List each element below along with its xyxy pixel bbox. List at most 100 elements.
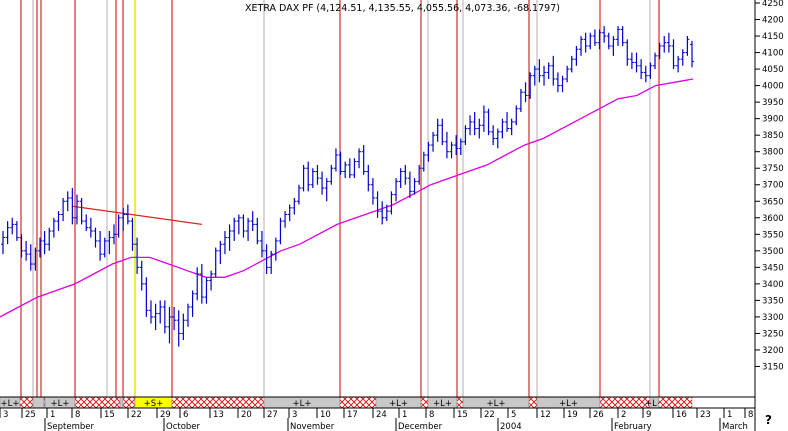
- signal-segment: [339, 396, 377, 409]
- y-tick-label: 4200: [762, 16, 784, 26]
- signal-segment: [119, 396, 124, 409]
- price-bar: [153, 303, 158, 331]
- signal-label: +S+: [144, 399, 164, 409]
- price-bar: [51, 217, 56, 238]
- signal-label: +L+: [487, 399, 506, 409]
- signal-band: +L+ +L+ +S+ +L+ +L+ +L+ +L+ +L+ +L+: [0, 396, 693, 409]
- price-bar: [306, 161, 311, 192]
- y-tick-label: 3500: [762, 247, 784, 257]
- price-bar: [250, 211, 255, 231]
- price-bar: [592, 29, 597, 46]
- x-tick-label: 2: [621, 410, 626, 420]
- x-tick-label: 22: [131, 410, 142, 420]
- price-bar: [324, 178, 329, 202]
- x-tick-label: 27: [267, 410, 278, 420]
- price-bar: [232, 217, 237, 241]
- x-tick-label: 8: [748, 410, 753, 420]
- signal-segment: [456, 396, 464, 409]
- signal-label: +L+: [559, 399, 578, 409]
- y-tick-label: 3600: [762, 214, 784, 224]
- x-tick-label: 6: [183, 410, 188, 420]
- price-bar: [421, 151, 426, 172]
- price-bar: [88, 217, 93, 238]
- price-bar: [361, 145, 366, 175]
- moving-average-layer: [0, 78, 694, 318]
- signal-label: +L+: [389, 399, 408, 409]
- price-bar: [236, 214, 241, 235]
- y-tick-label: 3850: [762, 131, 784, 141]
- price-bar: [172, 307, 177, 331]
- price-bar: [213, 247, 218, 278]
- price-bar: [440, 118, 445, 146]
- x-tick-label: 23: [700, 410, 711, 420]
- price-bar: [111, 224, 116, 245]
- x-tick-label: 26: [593, 410, 604, 420]
- signal-segment: [19, 396, 34, 409]
- month-label: November: [290, 422, 335, 431]
- price-bar: [690, 40, 694, 68]
- price-bar: [616, 26, 621, 46]
- price-bar: [287, 204, 292, 222]
- price-bar: [648, 62, 653, 79]
- y-tick-label: 4250: [762, 0, 784, 9]
- x-tick-label: 25: [25, 410, 36, 420]
- y-tick-label: 3400: [762, 280, 784, 290]
- price-bar: [574, 45, 579, 66]
- x-tick-label: 22: [484, 410, 495, 420]
- price-bar: [398, 168, 403, 189]
- help-symbol[interactable]: ?: [765, 413, 772, 427]
- signal-label: +L+: [433, 399, 452, 409]
- y-tick-label: 3800: [762, 148, 784, 158]
- chart-title: XETRA DAX PF (4,124.51, 4,135.55, 4,055.…: [245, 3, 560, 14]
- price-bar: [676, 55, 681, 73]
- price-bar: [477, 118, 482, 139]
- price-bar: [264, 244, 269, 274]
- price-bar: [74, 194, 79, 225]
- price-bar: [139, 260, 144, 291]
- price-bar: [227, 224, 232, 251]
- price-bar: [37, 237, 42, 258]
- vertical-marker-lines: [20, 0, 660, 397]
- price-bar: [639, 59, 644, 79]
- x-tick-label: 8: [75, 410, 80, 420]
- signal-segment: [599, 396, 651, 409]
- price-bar: [407, 171, 412, 198]
- price-bar: [532, 65, 537, 86]
- moving-average-line: [0, 78, 694, 318]
- price-bar: [278, 217, 283, 245]
- month-label: 2004: [500, 422, 522, 431]
- x-tick-label: 19: [567, 410, 578, 420]
- price-bar: [130, 217, 135, 251]
- price-bar: [167, 307, 172, 344]
- signal-label: +L+: [645, 399, 664, 409]
- price-bar: [366, 164, 371, 192]
- signal-label: +L+: [293, 399, 312, 409]
- y-tick-label: 4150: [762, 32, 784, 42]
- price-bar: [412, 178, 417, 195]
- x-tick-label: 29: [160, 410, 171, 420]
- price-bar: [468, 115, 473, 136]
- month-label: December: [398, 422, 443, 431]
- price-bar: [190, 290, 195, 317]
- price-bar: [352, 158, 357, 179]
- x-tick-label: 3: [292, 410, 297, 420]
- price-bar: [269, 250, 274, 274]
- axes: [0, 0, 756, 431]
- price-bar: [61, 197, 66, 222]
- price-bar: [403, 164, 408, 185]
- price-bar: [657, 42, 662, 60]
- price-bar: [431, 131, 436, 152]
- y-tick-label: 3200: [762, 346, 784, 356]
- price-bar: [528, 72, 533, 99]
- price-bar: [597, 29, 602, 50]
- price-bar: [5, 221, 10, 245]
- x-tick-label: 15: [104, 410, 115, 420]
- price-bar: [320, 171, 325, 195]
- price-bar: [283, 211, 288, 228]
- price-bar: [56, 211, 61, 231]
- price-bar: [625, 39, 630, 66]
- price-bar: [125, 204, 130, 225]
- x-tick-label: 1: [50, 410, 55, 420]
- price-bar: [555, 72, 560, 93]
- price-bar: [102, 237, 107, 258]
